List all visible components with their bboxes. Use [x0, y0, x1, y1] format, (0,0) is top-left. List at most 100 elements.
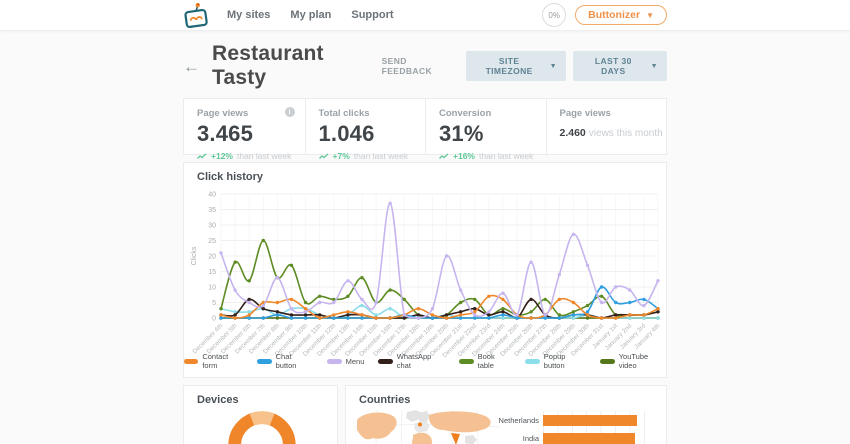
country-bar: [543, 414, 637, 426]
usage-percentage-badge[interactable]: 0%: [542, 3, 567, 27]
legend-label: WhatsApp chat: [396, 352, 432, 370]
legend-swatch: [184, 358, 199, 364]
legend-label: Menu: [345, 356, 365, 366]
legend-label: Contact form: [202, 352, 229, 370]
send-feedback-link[interactable]: SEND FEEDBACK: [381, 56, 433, 76]
country-bar: [543, 432, 636, 444]
legend-item-youtube-video[interactable]: YouTube video: [600, 352, 666, 370]
country-bar-row: Netherlands: [491, 411, 661, 429]
chart-title: Click history: [197, 171, 264, 183]
legend-item-menu[interactable]: Menu: [326, 352, 365, 370]
legend-swatch: [600, 358, 615, 364]
svg-text:40: 40: [208, 192, 216, 199]
map-africa: [412, 432, 432, 444]
map-netherlands-highlight: [418, 422, 422, 427]
nav-my-sites[interactable]: My sites: [227, 9, 271, 21]
country-label: Netherlands: [498, 415, 539, 425]
map-india-highlight: [451, 433, 460, 444]
svg-text:20: 20: [208, 254, 216, 261]
trend-up-icon: [197, 152, 207, 159]
stat-delta-suffix: than last week: [236, 151, 292, 161]
site-timezone-label: SITE TIMEZONE: [485, 56, 533, 76]
map-greenland: [406, 410, 422, 422]
stat-label: Page views: [197, 108, 249, 119]
site-timezone-dropdown[interactable]: SITE TIMEZONE ▼: [465, 51, 566, 81]
date-range-label: LAST 30 DAYS: [594, 56, 632, 76]
stat-value: 3.465: [197, 121, 254, 146]
top-bar: My sites My plan Support 0% Buttonizer ▼: [0, 0, 850, 31]
stat-delta-value: +12%: [211, 151, 233, 161]
devices-title: Devices: [197, 394, 239, 406]
click-history-card: Click history 0 5 10 15 20 25 30 35 40 Clicks Dece…: [183, 162, 667, 378]
legend-swatch: [257, 358, 272, 364]
svg-text:10: 10: [208, 285, 216, 292]
country-label: India: [522, 433, 539, 443]
buttonizer-logo[interactable]: [183, 2, 209, 30]
stat-label: Total clicks: [318, 108, 370, 119]
stat-total-clicks: Total clicks 1.046 +7% than last week: [304, 99, 426, 161]
svg-text:5: 5: [212, 300, 216, 307]
stats-row: Page views i 3.465 +12% than last week T…: [183, 98, 667, 161]
nav-my-plan[interactable]: My plan: [290, 9, 332, 21]
legend-item-book-table[interactable]: Book table: [459, 352, 511, 370]
map-scandinavia: [418, 411, 430, 424]
countries-bar-chart: Netherlands India: [491, 411, 661, 444]
trend-up-icon: [318, 152, 328, 159]
stat-label: Page views: [559, 108, 611, 119]
legend-label: Chat button: [275, 352, 297, 370]
back-arrow-icon[interactable]: ←: [183, 56, 200, 76]
trend-up-icon: [439, 152, 449, 159]
map-asia: [429, 411, 491, 433]
nav-support[interactable]: Support: [351, 9, 394, 21]
chevron-down-icon: ▼: [646, 10, 654, 20]
devices-card: Devices: [183, 385, 338, 444]
chart-legend: Contact form Chat button Menu WhatsApp chat…: [184, 352, 666, 370]
legend-swatch: [459, 358, 474, 364]
page-header: ← Restaurant Tasty SEND FEEDBACK SITE TI…: [183, 42, 667, 89]
stat-delta-value: +7%: [332, 151, 350, 161]
map-se-asia: [465, 435, 477, 444]
legend-swatch: [378, 358, 393, 364]
world-map: [354, 409, 500, 444]
map-north-america: [357, 412, 397, 440]
stat-delta-suffix: than last week: [478, 151, 534, 161]
legend-item-chat-button[interactable]: Chat button: [257, 352, 312, 370]
legend-swatch: [525, 358, 540, 364]
svg-text:25: 25: [208, 238, 216, 245]
stat-page-views-month: Page views 2.460 views this month: [545, 99, 667, 154]
legend-item-contact-form[interactable]: Contact form: [184, 352, 243, 370]
stat-inline-value: 2.460: [559, 127, 586, 139]
page-title: Restaurant Tasty: [212, 42, 324, 89]
chevron-down-icon: ▼: [650, 62, 658, 70]
legend-label: Popup button: [543, 352, 566, 370]
info-icon[interactable]: i: [284, 107, 295, 117]
legend-item-popup-button[interactable]: Popup button: [525, 352, 586, 370]
legend-label: YouTube video: [618, 352, 649, 370]
account-dropdown-label: Buttonizer: [588, 9, 641, 21]
svg-text:0: 0: [212, 316, 216, 323]
svg-text:Clicks: Clicks: [191, 246, 198, 265]
svg-text:35: 35: [208, 207, 216, 214]
legend-swatch: [326, 358, 342, 364]
chevron-down-icon: ▼: [549, 62, 557, 70]
devices-donut-chart: [228, 411, 296, 444]
stat-value: 31%: [439, 121, 484, 146]
stat-label: Conversion: [439, 108, 492, 119]
date-range-dropdown[interactable]: LAST 30 DAYS ▼: [572, 51, 667, 81]
legend-label: Book table: [477, 352, 495, 370]
svg-text:30: 30: [208, 223, 216, 230]
legend-item-whatsapp-chat[interactable]: WhatsApp chat: [378, 352, 445, 370]
country-bar-row: India: [491, 429, 661, 444]
countries-title: Countries: [359, 394, 411, 406]
stat-conversion: Conversion 31% +16% than last week: [425, 99, 546, 161]
countries-card: Countries Netherlands India: [345, 385, 667, 444]
account-dropdown-button[interactable]: Buttonizer ▼: [575, 5, 667, 25]
stat-delta-value: +16%: [453, 151, 475, 161]
bar-track: [543, 429, 658, 444]
stat-page-views: Page views i 3.465 +12% than last week: [184, 99, 305, 161]
stat-delta-suffix: than last week: [353, 151, 409, 161]
stat-value: 1.046: [318, 121, 375, 146]
main-nav: My sites My plan Support: [227, 9, 394, 21]
